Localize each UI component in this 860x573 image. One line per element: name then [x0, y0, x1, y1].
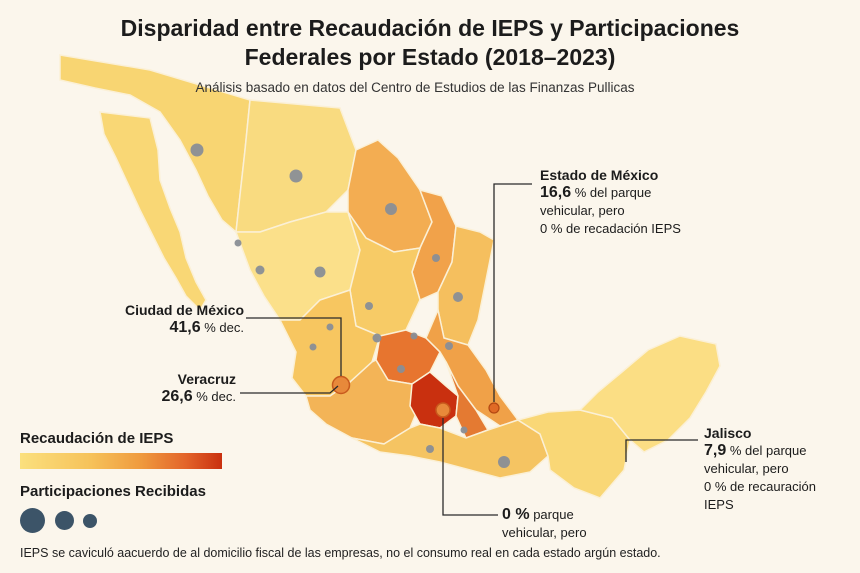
- marker-nayarit: [309, 343, 317, 351]
- callout-estado-mexico-line2: vehicular, pero: [540, 203, 625, 218]
- callout-jalisco-rest: % del parque: [729, 443, 807, 458]
- legend-participaciones-dot-small: [83, 514, 97, 528]
- marker-morelos: [460, 426, 468, 434]
- callout-jalisco-line3: 0 % de recauración: [704, 479, 817, 494]
- marker-cdmx: [331, 375, 351, 395]
- marker-sonora: [190, 143, 204, 157]
- callout-jalisco-line2: vehicular, pero: [704, 461, 789, 476]
- title-line-2: Federales por Estado (2018–2023): [244, 44, 616, 70]
- callout-veracruz: Veracruz 26,6 % dec.: [100, 370, 236, 406]
- callout-center-line1: 0 % parque: [502, 506, 587, 524]
- marker-chihuahua: [289, 169, 303, 183]
- marker-guerrero: [426, 445, 434, 453]
- callout-center-line2: vehicular, pero: [502, 525, 587, 540]
- legend-ieps-title: Recaudación de IEPS: [20, 430, 174, 447]
- callout-cdmx-line1: 41,6 % dec.: [80, 319, 244, 337]
- legend-ieps-gradient: [20, 453, 222, 469]
- callout-estado-mexico: Estado de México 16,6 % del parque vehic…: [540, 166, 681, 238]
- marker-hidalgo: [445, 342, 453, 350]
- region-chiapas: [516, 409, 631, 499]
- footnote: IEPS se caviculó aacuerdo de al domicili…: [20, 546, 661, 560]
- region-centro: [409, 371, 459, 429]
- marker-aguascalientes: [326, 323, 334, 331]
- page-subtitle: Análisis basado en datos del Centro de E…: [195, 80, 635, 95]
- callout-estado-mexico-line1: 16,6 % del parque: [540, 184, 681, 202]
- callout-center-rest: parque: [533, 507, 574, 522]
- marker-sinaloa: [234, 239, 242, 247]
- leader-estado-mexico: [493, 183, 532, 402]
- region-nuevo-leon: [411, 188, 457, 302]
- callout-veracruz-line1: 26,6 % dec.: [100, 388, 236, 406]
- marker-michoacan: [397, 365, 405, 373]
- callout-cdmx-rest: % dec.: [204, 320, 244, 335]
- callout-jalisco-line1: 7,9 % del parque: [704, 442, 816, 460]
- marker-tamaulipas: [453, 292, 463, 302]
- region-yucatan: [578, 335, 721, 453]
- legend-participaciones-title: Participaciones Recibidas: [20, 483, 206, 500]
- highlighted-markers: [331, 375, 500, 418]
- marker-estado-mexico: [488, 402, 500, 414]
- callout-estado-mexico-rest: % del parque: [574, 185, 652, 200]
- marker-slp: [365, 302, 373, 310]
- callout-cdmx-name: Ciudad de México: [124, 302, 244, 318]
- callout-estado-mexico-line3: 0 % de recadación IEPS: [540, 221, 681, 236]
- marker-nuevo-leon: [432, 254, 440, 262]
- leader-cdmx: [246, 317, 342, 376]
- callout-center-value: 0 %: [502, 506, 530, 523]
- marker-guanajuato: [372, 333, 382, 343]
- callout-veracruz-rest: % dec.: [196, 389, 236, 404]
- marker-zacatecas: [314, 266, 326, 278]
- callout-estado-mexico-value: 16,6: [540, 184, 572, 201]
- legend-participaciones-dot-medium: [55, 511, 74, 530]
- title-line-1: Disparidad entre Recaudación de IEPS y P…: [120, 15, 740, 41]
- legend-participaciones-dot-large: [20, 508, 45, 533]
- callout-jalisco-name: Jalisco: [704, 425, 752, 441]
- callout-jalisco-line4: IEPS: [704, 497, 734, 512]
- marker-centro: [435, 402, 451, 418]
- region-baja-california: [99, 111, 207, 312]
- participaciones-markers: [190, 143, 510, 468]
- callout-center: 0 % parque vehicular, pero: [502, 506, 587, 542]
- marker-oaxaca: [498, 456, 510, 468]
- marker-coahuila: [385, 203, 397, 215]
- marker-queretaro: [410, 332, 418, 340]
- callout-jalisco-value: 7,9: [704, 442, 727, 459]
- callout-estado-mexico-name: Estado de México: [540, 167, 659, 183]
- callout-cdmx-value: 41,6: [169, 319, 201, 336]
- leader-center: [442, 418, 498, 516]
- callout-cdmx: Ciudad de México 41,6 % dec.: [80, 301, 244, 337]
- callout-jalisco: Jalisco 7,9 % del parque vehicular, pero…: [704, 424, 816, 514]
- page-title: Disparidad entre Recaudación de IEPS y P…: [0, 14, 860, 72]
- leader-jalisco: [625, 439, 698, 462]
- leader-lines: [240, 183, 698, 516]
- marker-durango: [255, 265, 265, 275]
- leader-veracruz: [240, 385, 339, 394]
- callout-veracruz-name: Veracruz: [177, 371, 236, 387]
- callout-veracruz-value: 26,6: [161, 388, 193, 405]
